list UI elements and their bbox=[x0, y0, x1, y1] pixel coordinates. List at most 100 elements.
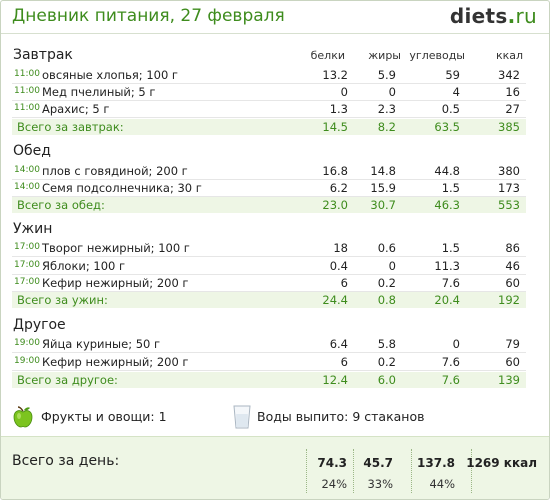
table-row[interactable]: 11:00 Арахис; 5 г 1.3 2.3 0.5 27 bbox=[12, 101, 526, 118]
day-kcal: 1269 ккал bbox=[466, 456, 537, 470]
item-time: 11:00 bbox=[14, 69, 40, 79]
item-name[interactable]: Кефир нежирный; 200 г bbox=[42, 276, 189, 290]
item-kcal: 342 bbox=[498, 68, 520, 82]
section-total-row: Всего за ужин: 24.4 0.8 20.4 192 bbox=[12, 292, 526, 308]
table-row[interactable]: 11:00 Мед пчелиный; 5 г 0 0 4 16 bbox=[12, 84, 526, 101]
total-label: Всего за ужин: bbox=[17, 293, 108, 307]
item-kcal: 16 bbox=[505, 85, 520, 99]
item-name[interactable]: плов с говядиной; 200 г bbox=[42, 164, 188, 178]
item-protein: 16.8 bbox=[322, 164, 348, 178]
item-time: 17:00 bbox=[14, 260, 40, 270]
separator bbox=[306, 449, 307, 493]
total-protein: 14.5 bbox=[322, 120, 348, 134]
total-carbs: 46.3 bbox=[434, 198, 460, 212]
item-protein: 0 bbox=[340, 85, 348, 99]
total-kcal: 385 bbox=[498, 120, 520, 134]
item-carbs: 44.8 bbox=[434, 164, 460, 178]
item-carbs: 0.5 bbox=[441, 102, 460, 116]
item-kcal: 86 bbox=[505, 241, 520, 255]
item-kcal: 60 bbox=[505, 355, 520, 369]
item-time: 17:00 bbox=[14, 242, 40, 252]
item-kcal: 27 bbox=[505, 102, 520, 116]
item-fat: 0.2 bbox=[377, 276, 396, 290]
page-title: Дневник питания, 27 февраля bbox=[12, 6, 285, 26]
item-name[interactable]: Яблоки; 100 г bbox=[42, 259, 126, 273]
item-name[interactable]: Семя подсолнечника; 30 г bbox=[42, 181, 202, 195]
fruits-veggies-count: Фрукты и овощи: 1 bbox=[41, 409, 167, 424]
item-protein: 6.2 bbox=[329, 181, 348, 195]
item-name[interactable]: Творог нежирный; 100 г bbox=[42, 241, 190, 255]
table-row[interactable]: 17:00 Творог нежирный; 100 г 18 0.6 1.5 … bbox=[12, 240, 526, 257]
total-fat: 6.0 bbox=[377, 373, 396, 387]
item-name[interactable]: Мед пчелиный; 5 г bbox=[42, 85, 156, 99]
table-row[interactable]: 17:00 Яблоки; 100 г 0.4 0 11.3 46 bbox=[12, 258, 526, 275]
item-name[interactable]: Яйца куриные; 50 г bbox=[42, 337, 161, 351]
item-fat: 0 bbox=[388, 259, 396, 273]
item-carbs: 59 bbox=[445, 68, 460, 82]
table-row[interactable]: 19:00 Кефир нежирный; 200 г 6 0.2 7.6 60 bbox=[12, 354, 526, 371]
item-protein: 18 bbox=[333, 241, 348, 255]
total-protein: 12.4 bbox=[322, 373, 348, 387]
item-fat: 0.6 bbox=[377, 241, 396, 255]
total-label: Всего за обед: bbox=[17, 198, 105, 212]
item-time: 19:00 bbox=[14, 356, 40, 366]
item-carbs: 4 bbox=[452, 85, 460, 99]
table-row[interactable]: 19:00 Яйца куриные; 50 г 6.4 5.8 0 79 bbox=[12, 336, 526, 353]
day-fat: 45.7 bbox=[363, 456, 393, 470]
item-kcal: 173 bbox=[498, 181, 520, 195]
total-kcal: 139 bbox=[498, 373, 520, 387]
section-title-other: Другое bbox=[13, 317, 66, 333]
table-row[interactable]: 17:00 Кефир нежирный; 200 г 6 0.2 7.6 60 bbox=[12, 275, 526, 292]
total-label: Всего за завтрак: bbox=[17, 120, 124, 134]
item-time: 11:00 bbox=[14, 86, 40, 96]
item-protein: 6.4 bbox=[329, 337, 348, 351]
column-carbs: углеводы bbox=[409, 49, 465, 62]
day-summary: Всего за день: 74.3 45.7 137.8 1269 ккал… bbox=[1, 436, 549, 499]
item-name[interactable]: Кефир нежирный; 200 г bbox=[42, 355, 189, 369]
item-carbs: 7.6 bbox=[441, 276, 460, 290]
day-protein: 74.3 bbox=[317, 456, 347, 470]
item-name[interactable]: Арахис; 5 г bbox=[42, 102, 110, 116]
item-fat: 0.2 bbox=[377, 355, 396, 369]
item-carbs: 1.5 bbox=[441, 181, 460, 195]
section-total-row: Всего за обед: 23.0 30.7 46.3 553 bbox=[12, 197, 526, 213]
total-carbs: 7.6 bbox=[441, 373, 460, 387]
total-carbs: 20.4 bbox=[434, 293, 460, 307]
day-protein-percent: 24% bbox=[321, 477, 347, 491]
item-protein: 6 bbox=[340, 355, 348, 369]
day-fat-percent: 33% bbox=[367, 477, 393, 491]
logo-main: diets bbox=[449, 4, 508, 28]
table-row[interactable]: 14:00 плов с говядиной; 200 г 16.8 14.8 … bbox=[12, 163, 526, 180]
item-protein: 0.4 bbox=[329, 259, 348, 273]
column-fat: жиры bbox=[368, 49, 401, 62]
item-fat: 15.9 bbox=[370, 181, 396, 195]
total-fat: 0.8 bbox=[377, 293, 396, 307]
total-fat: 8.2 bbox=[377, 120, 396, 134]
table-row[interactable]: 11:00 овсяные хлопья; 100 г 13.2 5.9 59 … bbox=[12, 67, 526, 84]
table-row[interactable]: 14:00 Семя подсолнечника; 30 г 6.2 15.9 … bbox=[12, 180, 526, 197]
item-protein: 6 bbox=[340, 276, 348, 290]
title-divider bbox=[1, 33, 549, 34]
section-title-lunch: Обед bbox=[13, 143, 51, 159]
item-time: 14:00 bbox=[14, 165, 40, 175]
day-total-label: Всего за день: bbox=[12, 453, 120, 469]
section-total-row: Всего за завтрак: 14.5 8.2 63.5 385 bbox=[12, 119, 526, 135]
separator bbox=[353, 449, 354, 493]
item-time: 14:00 bbox=[14, 182, 40, 192]
item-time: 19:00 bbox=[14, 338, 40, 348]
total-carbs: 63.5 bbox=[434, 120, 460, 134]
item-fat: 2.3 bbox=[377, 102, 396, 116]
item-kcal: 380 bbox=[498, 164, 520, 178]
item-fat: 5.8 bbox=[377, 337, 396, 351]
total-kcal: 192 bbox=[498, 293, 520, 307]
item-fat: 0 bbox=[388, 85, 396, 99]
column-protein: белки bbox=[310, 49, 345, 62]
site-logo[interactable]: diets.ru bbox=[450, 4, 537, 28]
logo-dot: . bbox=[507, 4, 516, 28]
item-fat: 14.8 bbox=[370, 164, 396, 178]
item-protein: 13.2 bbox=[322, 68, 348, 82]
item-time: 17:00 bbox=[14, 277, 40, 287]
item-name[interactable]: овсяные хлопья; 100 г bbox=[42, 68, 178, 82]
extras-bar: Фрукты и овощи: 1 Воды выпито: 9 стакано… bbox=[11, 405, 531, 431]
